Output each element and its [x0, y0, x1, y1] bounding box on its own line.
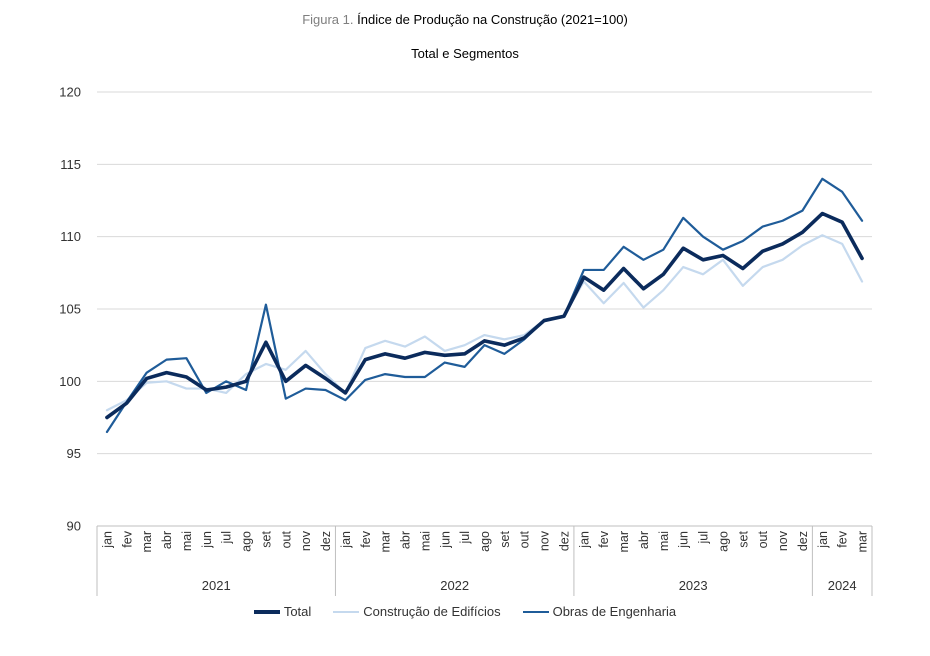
x-tick-label-month: abr	[160, 531, 174, 549]
y-tick-label-105: 105	[59, 302, 81, 317]
x-tick-label-month: mar	[140, 531, 154, 553]
y-tick-label-90: 90	[67, 519, 81, 534]
x-tick-label-month: mai	[657, 531, 671, 551]
x-tick-label-month: nov	[538, 530, 552, 551]
x-year-label-2021: 2021	[202, 578, 231, 593]
figure-title: Índice de Produção na Construção (2021=1…	[357, 12, 628, 27]
x-tick-label-month: jan	[339, 531, 353, 549]
legend-swatch-engenharia	[522, 610, 549, 613]
x-tick-label-month: ago	[716, 531, 730, 552]
y-tick-label-95: 95	[67, 446, 81, 461]
x-year-label-2023: 2023	[679, 578, 708, 593]
x-tick-label-month: out	[518, 530, 532, 548]
legend-swatch-edificios	[333, 610, 360, 613]
legend-item-total: Total	[253, 604, 312, 619]
x-tick-label-month: jul	[697, 531, 711, 545]
y-tick-label-115: 115	[60, 157, 81, 172]
y-axis: 90 95 100 105 110 115 120	[59, 85, 81, 534]
x-tick-label-month: jul	[458, 531, 472, 545]
series-lines	[105, 177, 864, 434]
chart-title: Figura 1. Índice de Produção na Construç…	[0, 12, 930, 27]
x-tick-label-month: abr	[637, 531, 651, 549]
x-axis: jan fev mar abr mai jun jul ago set out nov dez jan f…	[96, 525, 873, 596]
y-tick-label-120: 120	[59, 85, 81, 100]
x-year-label-2022: 2022	[440, 578, 469, 593]
legend: Total Construção de Edifícios Obras de E…	[0, 604, 930, 619]
legend-item-edificios: Construção de Edifícios	[333, 604, 501, 619]
legend-label-total: Total	[283, 604, 312, 619]
x-tick-label-month: jun	[438, 531, 452, 549]
x-tick-label-month: fev	[836, 530, 850, 547]
legend-item-engenharia: Obras de Engenharia	[522, 604, 677, 619]
x-tick-label-month: dez	[319, 531, 333, 551]
x-tick-label-month: dez	[557, 531, 571, 551]
x-tick-label-month: jun	[677, 531, 691, 549]
x-tick-label-month: nov	[299, 530, 313, 551]
x-tick-label-month: fev	[359, 530, 373, 547]
legend-swatch-total	[253, 609, 280, 614]
x-tick-label-month: dez	[796, 531, 810, 551]
x-tick-label-month: out	[756, 530, 770, 548]
legend-label-engenharia: Obras de Engenharia	[552, 604, 677, 619]
x-tick-label-month: jan	[816, 531, 830, 549]
x-tick-label-month: jun	[200, 531, 214, 549]
y-tick-label-100: 100	[59, 374, 81, 389]
x-tick-label-month: fev	[597, 530, 611, 547]
x-tick-label-month: mar	[856, 531, 870, 553]
x-tick-label-month: out	[279, 530, 293, 548]
x-tick-label-month: set	[498, 530, 512, 547]
x-tick-label-month: abr	[399, 531, 413, 549]
x-tick-label-month: set	[736, 530, 750, 547]
x-tick-label-month: mar	[617, 531, 631, 553]
x-tick-label-month: mar	[379, 531, 393, 553]
series-line-total	[105, 211, 864, 420]
gridlines	[97, 91, 872, 527]
x-tick-label-month: jul	[220, 531, 234, 545]
x-tick-label-month: mai	[180, 531, 194, 551]
y-tick-label-110: 110	[60, 229, 81, 244]
x-tick-label-month: nov	[776, 530, 790, 551]
x-tick-label-month: mai	[418, 531, 432, 551]
x-tick-label-month: ago	[478, 531, 492, 552]
legend-label-edificios: Construção de Edifícios	[363, 604, 501, 619]
series-line-obras-de-engenharia	[105, 177, 864, 434]
x-tick-label-month: jan	[577, 531, 591, 549]
x-tick-label-month: jan	[100, 531, 114, 549]
chart-subtitle: Total e Segmentos	[411, 46, 519, 61]
figure-label: Figura 1.	[302, 12, 354, 27]
x-year-label-2024: 2024	[828, 578, 857, 593]
x-tick-label-month: ago	[240, 531, 254, 552]
x-tick-label-month: set	[259, 530, 273, 547]
x-tick-label-month: fev	[120, 530, 134, 547]
